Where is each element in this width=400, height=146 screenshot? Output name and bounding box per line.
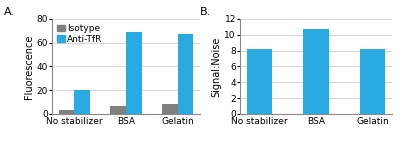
Bar [126,32,142,114]
Text: B.: B. [200,7,211,17]
Bar [59,110,74,114]
Bar [178,34,193,114]
Bar [303,29,329,114]
Bar [247,49,272,114]
Bar [110,106,126,114]
Y-axis label: Fluorescence: Fluorescence [24,34,34,99]
Bar [360,49,385,114]
Y-axis label: Signal:Noise: Signal:Noise [212,36,222,97]
Bar [162,104,178,114]
Text: A.: A. [4,7,15,17]
Legend: Isotype, Anti-TfR: Isotype, Anti-TfR [56,24,104,45]
Bar [74,90,90,114]
